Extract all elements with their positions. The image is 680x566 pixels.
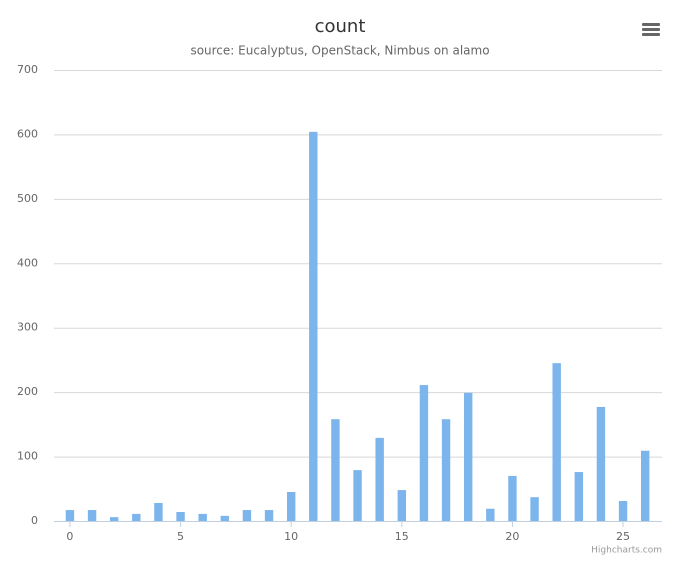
bar [419, 385, 429, 521]
x-tick-label: 5 [177, 530, 184, 543]
bar [220, 515, 230, 521]
bar [596, 406, 606, 521]
x-tick-label: 15 [395, 530, 409, 543]
bar [309, 131, 318, 521]
menu-line [642, 33, 660, 36]
x-tick-label: 25 [616, 530, 630, 543]
x-tick-label: 0 [66, 530, 73, 543]
y-tick-label: 300 [17, 321, 38, 334]
bar [286, 492, 296, 521]
y-tick-label: 100 [17, 450, 38, 463]
bar [640, 450, 650, 521]
menu-button[interactable] [642, 23, 660, 36]
y-tick-label: 0 [31, 514, 38, 527]
bar [552, 363, 561, 521]
chart-subtitle: source: Eucalyptus, OpenStack, Nimbus on… [190, 44, 489, 58]
menu-line [642, 28, 660, 31]
bar [109, 517, 119, 521]
bar [198, 513, 207, 521]
y-tick-label: 500 [17, 192, 38, 205]
bar [132, 513, 141, 521]
bar [242, 510, 252, 521]
y-tick-label: 400 [17, 256, 38, 269]
bar [397, 490, 407, 521]
bar [463, 392, 473, 521]
bar [353, 470, 362, 521]
y-tick-label: 600 [17, 127, 38, 140]
x-tick-label: 10 [284, 530, 298, 543]
bar [508, 475, 517, 521]
bar [375, 437, 384, 521]
bar [331, 419, 340, 521]
bar [87, 510, 97, 521]
x-tick-label: 20 [505, 530, 519, 543]
y-tick-label: 700 [17, 63, 38, 76]
bar [176, 511, 185, 521]
chart-title: count [315, 16, 366, 37]
bar [65, 510, 75, 521]
bar [574, 472, 584, 521]
bar [486, 508, 495, 521]
y-tick-label: 200 [17, 385, 38, 398]
bar [441, 419, 451, 521]
credits[interactable]: Highcharts.com [591, 546, 662, 556]
bar [530, 497, 539, 521]
bar [618, 501, 628, 521]
bar [264, 510, 274, 521]
bar [154, 502, 163, 521]
menu-line [642, 23, 660, 26]
